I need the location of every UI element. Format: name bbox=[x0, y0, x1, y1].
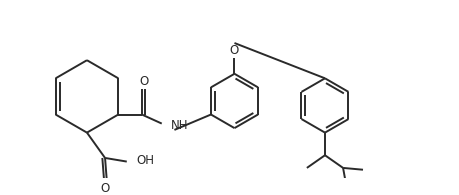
Text: NH: NH bbox=[171, 119, 188, 132]
Text: O: O bbox=[230, 44, 239, 57]
Text: O: O bbox=[101, 182, 110, 195]
Text: O: O bbox=[139, 75, 148, 89]
Text: OH: OH bbox=[137, 154, 155, 167]
